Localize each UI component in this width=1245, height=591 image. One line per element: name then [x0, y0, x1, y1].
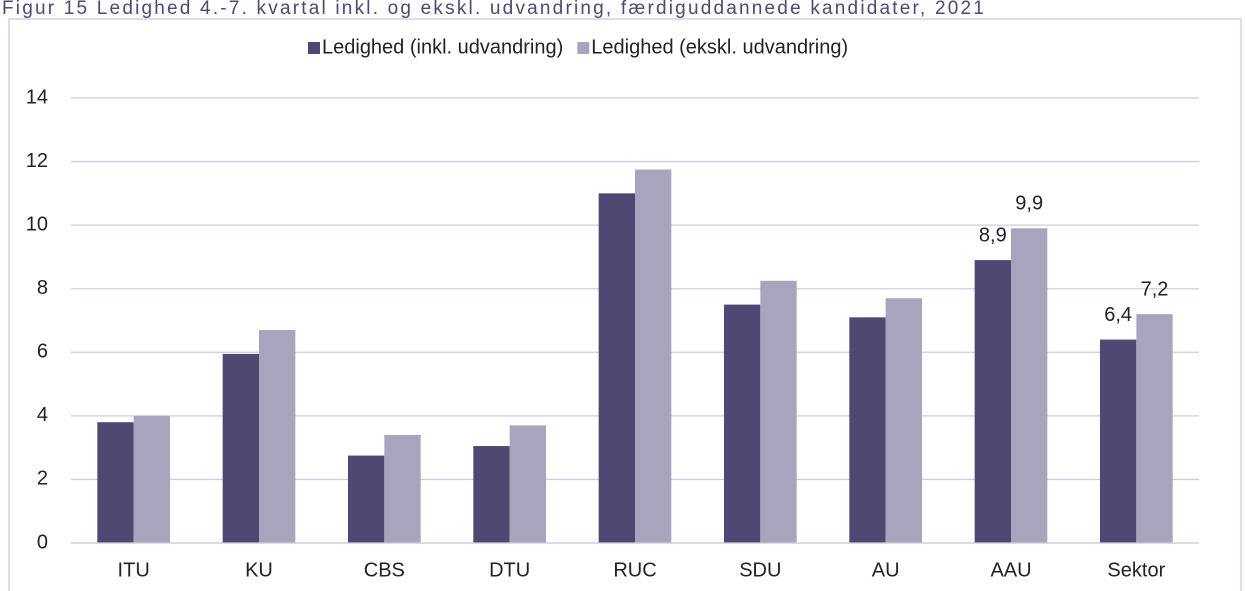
bar — [635, 169, 672, 543]
y-tick-label: 6 — [37, 341, 48, 363]
bar — [259, 330, 296, 543]
bar — [384, 434, 421, 543]
chart-title: Figur 15 Ledighed 4.-7. kvartal inkl. og… — [2, 0, 986, 19]
data-label: 9,9 — [1015, 193, 1043, 215]
bar — [347, 455, 385, 543]
x-tick-label: KU — [245, 559, 273, 581]
bar — [885, 298, 923, 543]
legend-swatch — [577, 42, 590, 54]
bar — [974, 260, 1011, 543]
x-tick-label: CBS — [364, 559, 405, 581]
y-tick-label: 8 — [37, 277, 48, 299]
chart-frame — [8, 18, 1242, 591]
bar — [97, 422, 134, 543]
data-label: 8,9 — [979, 224, 1007, 246]
x-tick-label: ITU — [118, 559, 150, 581]
bar — [133, 415, 171, 543]
x-tick-label: AU — [872, 559, 900, 581]
x-tick-label: AAU — [990, 559, 1031, 581]
bar — [1136, 314, 1173, 543]
legend-label: Ledighed (ekskl. udvandring) — [591, 36, 848, 58]
legend-label: Ledighed (inkl. udvandring) — [322, 36, 563, 58]
data-label: 7,2 — [1141, 278, 1169, 300]
x-tick-label: Sektor — [1107, 559, 1165, 581]
y-tick-label: 12 — [26, 150, 48, 172]
y-tick-label: 14 — [26, 86, 48, 108]
y-tick-label: 2 — [37, 468, 48, 490]
bar — [509, 425, 547, 543]
bar — [849, 317, 886, 543]
y-tick-label: 10 — [26, 213, 48, 235]
data-label: 6,4 — [1104, 304, 1132, 326]
bar — [1011, 228, 1048, 544]
y-tick-label: 0 — [37, 531, 48, 553]
bar — [1099, 339, 1137, 543]
bar — [723, 304, 761, 543]
bar — [760, 280, 797, 543]
bar — [598, 193, 635, 543]
bar — [473, 446, 510, 543]
y-tick-label: 4 — [37, 404, 48, 426]
legend-swatch — [308, 42, 320, 54]
bar — [222, 353, 259, 543]
x-tick-label: RUC — [613, 559, 656, 581]
x-tick-label: SDU — [739, 559, 781, 581]
x-tick-label: DTU — [489, 559, 530, 581]
